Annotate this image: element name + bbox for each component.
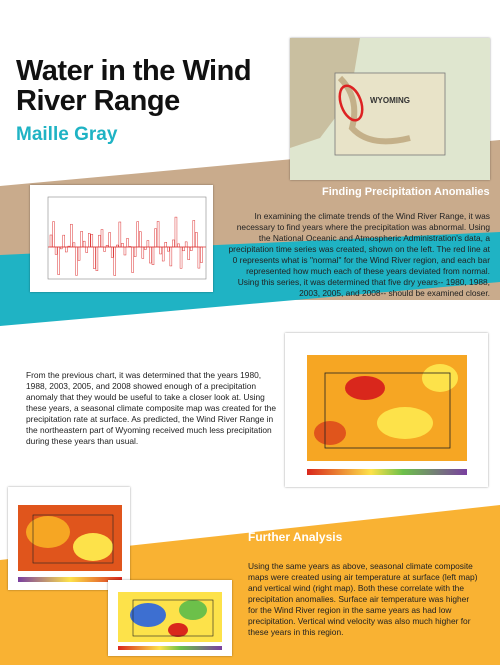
chart-bar-decoration bbox=[116, 244, 119, 248]
chart-bar-decoration bbox=[126, 238, 129, 248]
chart-bar-decoration bbox=[105, 245, 109, 248]
chart-bar-decoration bbox=[172, 239, 175, 248]
chart-bar-decoration bbox=[54, 246, 58, 255]
chart-bar-decoration bbox=[49, 234, 53, 248]
chart-bar-decoration bbox=[192, 220, 196, 248]
author: Maille Gray bbox=[16, 124, 118, 145]
chart-bar-decoration bbox=[128, 246, 132, 248]
chart-bar-decoration bbox=[159, 246, 162, 255]
section-heading: Further Analysis bbox=[248, 530, 343, 544]
chart-bar-decoration bbox=[136, 221, 139, 248]
chart-bar-decoration bbox=[187, 246, 190, 260]
chart-bar-decoration bbox=[62, 234, 65, 248]
chart-bar-decoration bbox=[167, 246, 170, 252]
chart-bar-decoration bbox=[80, 231, 83, 248]
chart-bar-decoration bbox=[103, 246, 106, 252]
chart-bar-decoration bbox=[85, 246, 88, 253]
chart-bar-decoration bbox=[131, 246, 134, 273]
section-heading: Finding Precipitation Anomalies bbox=[322, 186, 490, 198]
chart-bar-decoration bbox=[154, 228, 157, 248]
section-text: In examining the climate trends of the W… bbox=[228, 211, 490, 298]
title: Water in the Wind River Range bbox=[16, 55, 252, 117]
chart-bar-decoration bbox=[121, 243, 124, 248]
wyoming-map: WYOMING bbox=[290, 38, 490, 180]
chart-bar-decoration bbox=[70, 223, 73, 248]
temperature-map bbox=[8, 487, 130, 590]
section-heading: Visualizing Data bbox=[26, 335, 118, 349]
chart-bar-decoration bbox=[65, 246, 68, 253]
chart-bar-decoration bbox=[144, 246, 147, 250]
chart-bar-decoration bbox=[141, 246, 145, 259]
chart-bar-decoration bbox=[72, 242, 76, 248]
chart-bar-decoration bbox=[146, 240, 150, 248]
chart-bar-decoration bbox=[108, 232, 111, 248]
chart-bar-decoration bbox=[195, 232, 198, 248]
wind-map bbox=[108, 580, 232, 656]
chart-bar-decoration bbox=[110, 246, 114, 258]
chart-bar-decoration bbox=[77, 246, 81, 261]
section-text: Using the same years as above, seasonal … bbox=[248, 561, 478, 637]
chart-bar-decoration bbox=[98, 234, 101, 248]
chart-bar-decoration bbox=[95, 246, 99, 271]
chart-bar-decoration bbox=[113, 246, 116, 276]
chart-bar-decoration bbox=[75, 246, 78, 276]
chart-bar-decoration bbox=[190, 246, 193, 251]
chart-bar-decoration bbox=[197, 246, 201, 269]
chart-bar-decoration bbox=[149, 246, 152, 264]
chart-bar-decoration bbox=[67, 245, 71, 248]
chart-bar-decoration bbox=[133, 246, 137, 257]
map-label: WYOMING bbox=[370, 96, 410, 105]
chart-bar-decoration bbox=[169, 246, 173, 267]
chart-bar-decoration bbox=[90, 234, 94, 248]
chart-bar-decoration bbox=[82, 240, 86, 248]
chart-bar-decoration bbox=[184, 241, 188, 248]
chart-bar-decoration bbox=[139, 231, 142, 248]
chart-bar-decoration bbox=[57, 246, 60, 275]
chart-bar-decoration bbox=[88, 233, 91, 248]
chart-bar-decoration bbox=[93, 246, 96, 269]
chart-bar-decoration bbox=[118, 221, 122, 248]
chart-bar-decoration bbox=[100, 229, 104, 248]
chart-bar-decoration bbox=[161, 246, 165, 262]
chart-bar-decoration bbox=[123, 246, 127, 256]
chart-bar-decoration bbox=[179, 246, 183, 269]
section-text: From the previous chart, it was determin… bbox=[26, 370, 276, 446]
chart-bar-decoration bbox=[182, 246, 185, 252]
chart-bar-decoration bbox=[52, 221, 55, 248]
chart-bar-decoration bbox=[177, 243, 180, 248]
precipitation-chart bbox=[30, 185, 213, 292]
chart-bar-decoration bbox=[59, 246, 63, 250]
chart-bar-decoration bbox=[164, 242, 167, 248]
chart-bar-decoration bbox=[174, 216, 178, 248]
chart-bar-decoration bbox=[156, 221, 160, 248]
chart-bar-decoration bbox=[151, 246, 155, 265]
precipitation-map bbox=[285, 333, 488, 487]
chart-bar-decoration bbox=[200, 246, 203, 263]
